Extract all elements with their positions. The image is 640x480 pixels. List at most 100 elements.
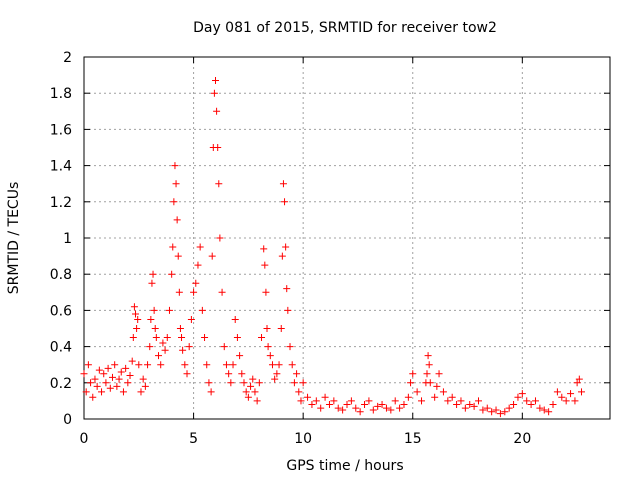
data-point [514, 393, 522, 401]
data-point [98, 388, 106, 396]
data-point [150, 306, 158, 314]
data-point [435, 370, 443, 378]
data-point [106, 384, 114, 392]
data-point [575, 375, 583, 383]
data-point [531, 397, 539, 405]
data-point [176, 325, 184, 332]
data-point [273, 370, 281, 378]
data-point [501, 408, 509, 416]
data-point [261, 261, 269, 269]
data-point [448, 393, 456, 401]
data-point [152, 334, 160, 342]
data-point [124, 379, 132, 387]
data-point [562, 397, 570, 405]
data-point [168, 270, 176, 278]
data-point [426, 379, 434, 387]
data-point [356, 408, 364, 416]
data-point [89, 393, 97, 401]
data-point [496, 410, 504, 418]
data-point [536, 404, 544, 412]
y-tick-label: 0 [63, 412, 72, 428]
data-point [288, 361, 296, 369]
data-point [169, 243, 177, 251]
data-point [431, 393, 439, 401]
data-point [251, 388, 259, 396]
data-point [185, 343, 193, 351]
data-point [215, 180, 223, 188]
data-point [483, 404, 491, 412]
data-point [174, 252, 182, 260]
data-point [334, 404, 342, 412]
y-tick-label: 1.6 [50, 122, 72, 138]
data-point [260, 245, 268, 253]
data-point [146, 343, 154, 351]
data-point [229, 361, 237, 369]
data-point [117, 368, 125, 376]
data-point [238, 370, 246, 378]
data-point [183, 370, 191, 378]
data-point [424, 352, 432, 360]
data-point [262, 288, 270, 296]
data-point [418, 397, 426, 405]
data-point [304, 393, 312, 401]
data-point [133, 325, 141, 332]
data-point [321, 393, 329, 401]
data-point [578, 388, 586, 396]
data-point [141, 382, 149, 390]
data-point [352, 404, 360, 412]
data-point [365, 397, 373, 405]
data-point [369, 406, 377, 414]
data-point [284, 306, 292, 314]
data-point [268, 361, 276, 369]
grid-lines [84, 57, 610, 419]
data-point [155, 352, 163, 360]
x-tick-label: 20 [513, 431, 531, 447]
data-point [225, 370, 233, 378]
data-point [134, 315, 142, 323]
data-point [286, 343, 294, 351]
data-point [571, 397, 579, 405]
data-point [208, 252, 216, 260]
data-point [137, 388, 145, 396]
data-point [263, 325, 271, 332]
y-tick-label: 1.4 [50, 159, 72, 175]
data-point [275, 361, 283, 369]
data-point [505, 404, 513, 412]
data-point [214, 144, 222, 151]
data-point [281, 198, 289, 206]
data-point [396, 404, 404, 412]
data-point [457, 397, 465, 405]
data-point [382, 404, 390, 412]
data-point [149, 270, 157, 278]
data-point [119, 388, 127, 396]
data-point [374, 402, 382, 410]
y-tick-label: 0.8 [50, 267, 72, 283]
data-point [147, 315, 155, 323]
data-point [205, 379, 213, 387]
y-axis-label: SRMTID / TECUs [6, 182, 22, 295]
data-point [122, 364, 130, 372]
data-point [247, 382, 255, 390]
data-point [253, 397, 261, 405]
data-points [80, 77, 586, 418]
data-point [173, 216, 181, 224]
data-point [222, 361, 230, 369]
data-point [361, 401, 369, 409]
data-point [212, 77, 219, 85]
data-point [343, 401, 351, 409]
data-point [95, 366, 103, 374]
data-point [196, 243, 204, 251]
data-point [266, 352, 274, 360]
data-point [84, 361, 92, 369]
data-point [264, 343, 272, 351]
data-point [135, 361, 143, 369]
data-point [91, 375, 99, 383]
data-point [466, 401, 474, 409]
y-tick-label: 2 [63, 50, 72, 66]
y-tick-labels: 0 0.2 0.4 0.6 0.8 1 1.2 1.4 1.6 1.8 2 [50, 50, 72, 428]
data-point [187, 315, 195, 323]
data-point [132, 310, 140, 318]
data-point [93, 382, 101, 390]
data-point [157, 361, 165, 369]
